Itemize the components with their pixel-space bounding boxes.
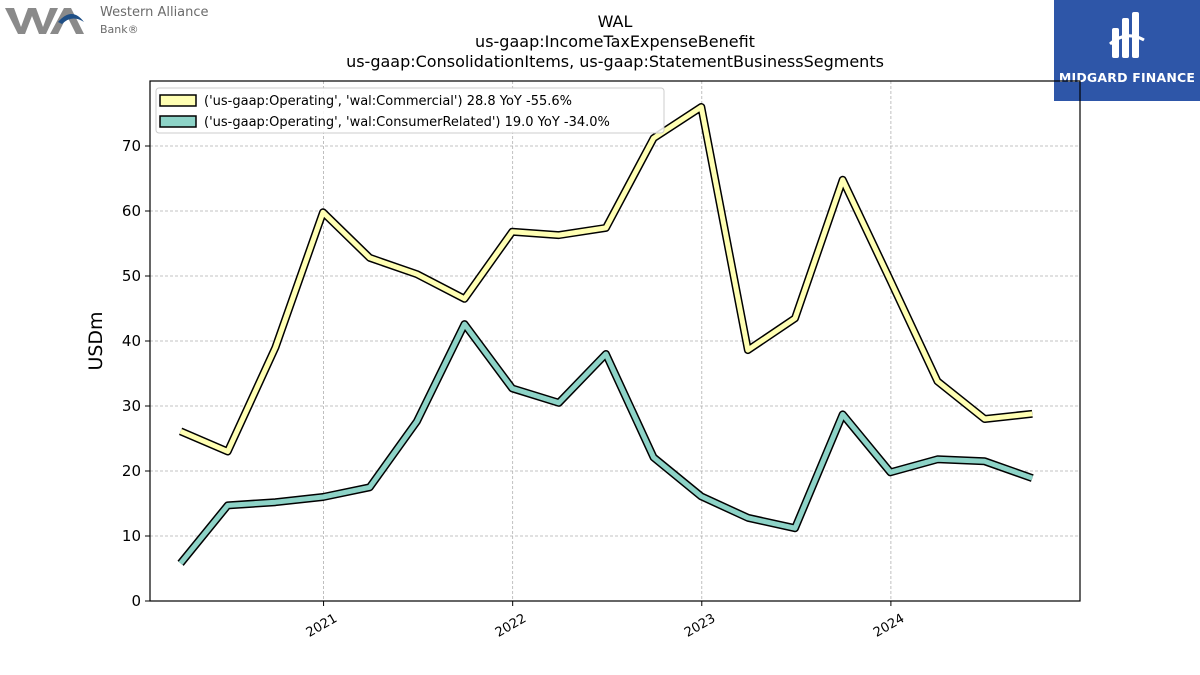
series-lines [177, 103, 1034, 566]
logo-name-line2: Bank® [100, 23, 139, 36]
legend-swatch-1 [159, 94, 197, 107]
y-tick-label: 30 [122, 397, 141, 415]
midgard-brand-name: MIDGARD FINANCE [1058, 70, 1196, 85]
chart-title-line-1: WAL [598, 12, 633, 31]
legend-box [155, 87, 665, 134]
y-tick-label: 60 [122, 202, 141, 220]
legend: ('us-gaap:Operating', 'wal:Commercial') … [155, 87, 665, 134]
legend-label-2: ('us-gaap:Operating', 'wal:ConsumerRelat… [204, 115, 610, 130]
x-tick-label: 2023 [682, 611, 718, 641]
y-tick-label: 20 [122, 462, 141, 480]
chart-title-line-2: us-gaap:IncomeTaxExpenseBenefit [475, 32, 755, 51]
x-tick-label: 2022 [493, 611, 529, 641]
y-tick-label: 10 [122, 527, 141, 545]
western-alliance-logo: Western Alliance Bank® [0, 0, 230, 40]
logo-name-line1: Western Alliance [100, 5, 209, 20]
chart-title-line-3: us-gaap:ConsolidationItems, us-gaap:Stat… [346, 52, 884, 71]
western-alliance-mark-icon [5, 8, 84, 34]
legend-label-1: ('us-gaap:Operating', 'wal:Commercial') … [204, 94, 572, 109]
y-tick-label: 0 [131, 592, 141, 610]
y-axis: 0 10 20 30 40 50 60 70 [122, 137, 150, 610]
grid-lines [150, 81, 1080, 601]
midgard-mark-icon [1109, 12, 1145, 58]
y-tick-label: 50 [122, 267, 141, 285]
midgard-finance-logo: MIDGARD FINANCE [1054, 0, 1200, 101]
series-line-1 [179, 104, 1033, 454]
y-axis-label: USDm [85, 311, 107, 370]
y-tick-label: 70 [122, 137, 141, 155]
series-outline-1 [179, 103, 1033, 456]
x-axis: 2021 2022 2023 2024 [304, 601, 907, 641]
x-tick-label: 2021 [304, 611, 340, 641]
x-tick-label: 2024 [871, 611, 907, 641]
chart-title: WALus-gaap:IncomeTaxExpenseBenefitus-gaa… [346, 12, 884, 71]
series-line-2 [178, 321, 1034, 565]
y-tick-label: 40 [122, 332, 141, 350]
legend-swatch-2 [159, 115, 197, 128]
